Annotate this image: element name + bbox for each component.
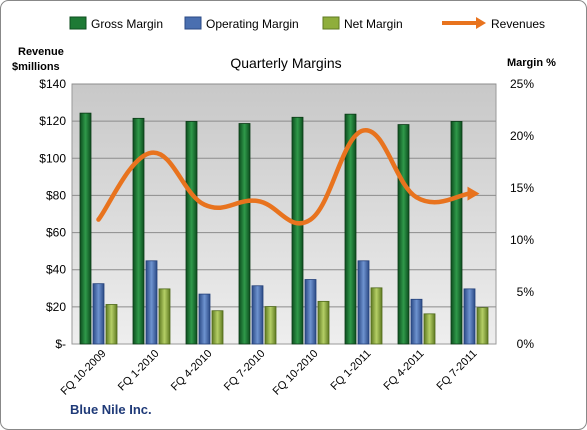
y-right-tick-label: 25% [510,77,534,91]
legend-label-gross-margin: Gross Margin [91,17,163,31]
company-label: Blue Nile Inc. [70,402,152,417]
legend-arrow-revenues [476,17,486,29]
operating-margin-bar [198,293,211,345]
legend-label-operating-margin: Operating Margin [206,17,299,31]
y-right-tick-label: 15% [510,181,534,195]
y-left-tick-label: $140 [39,77,66,91]
legend-swatch-gross-margin [69,16,87,30]
y-left-tick-label: $80 [46,188,66,202]
revenue-line-group [96,128,480,226]
legend: Gross Margin Operating Margin Net Margin… [69,16,545,31]
legend-swatch-operating-margin [184,16,202,30]
gross-margin-bar [291,116,304,345]
y-right-tick-label: 5% [517,285,535,299]
net-margin-bar [264,306,277,345]
bars-group [79,112,489,345]
operating-margin-bar [304,279,317,345]
y-left-label-line2: $millions [12,61,60,73]
legend-swatch-net-margin [322,16,340,30]
y-left-tick-label: $120 [39,114,66,128]
gross-margin-bar [238,123,251,345]
operating-margin-bar [92,283,105,345]
gross-margin-bar [344,113,357,345]
net-margin-bar [423,313,436,345]
gross-margin-bar [450,121,463,345]
revenue-line-arrow [467,186,480,201]
legend-label-revenues: Revenues [491,17,545,31]
y-left-tick-label: $100 [39,151,66,165]
chart-title: Quarterly Margins [230,55,341,71]
legend-item-gross-margin: Gross Margin [69,16,163,31]
revenue-line [96,128,472,226]
y-left-tick-label: $40 [46,263,66,277]
net-margin-bar [476,307,489,345]
gross-margin-bar [79,112,92,345]
operating-margin-bar [357,260,370,345]
y-left-tick-label: $- [55,337,66,351]
y-left-axis: $- $20 $40 $60 $80 $100 $120 $140 [39,77,66,351]
operating-margin-bar [145,260,158,345]
net-margin-bar [211,310,224,345]
legend-item-net-margin: Net Margin [322,16,403,31]
y-left-tick-label: $20 [46,300,66,314]
gross-margin-bar [132,117,145,345]
gross-margin-bar [397,124,410,345]
legend-item-operating-margin: Operating Margin [184,16,299,31]
gross-margin-bar [185,121,198,345]
net-margin-bar [370,287,383,345]
y-right-tick-label: 20% [510,129,534,143]
y-right-tick-label: 10% [510,233,534,247]
operating-margin-bar [251,285,264,345]
y-left-tick-label: $60 [46,226,66,240]
y-right-label: Margin % [507,57,556,69]
y-right-axis: 0% 5% 10% 15% 20% 25% [510,77,534,351]
legend-item-revenues: Revenues [442,17,545,31]
y-left-label-line1: Revenue [18,46,64,58]
operating-margin-bar [410,298,423,345]
legend-label-net-margin: Net Margin [344,17,403,31]
net-margin-bar [158,288,171,345]
operating-margin-bar [463,288,476,345]
net-margin-bar [317,300,330,345]
y-right-tick-label: 0% [517,337,535,351]
net-margin-bar [105,304,118,345]
